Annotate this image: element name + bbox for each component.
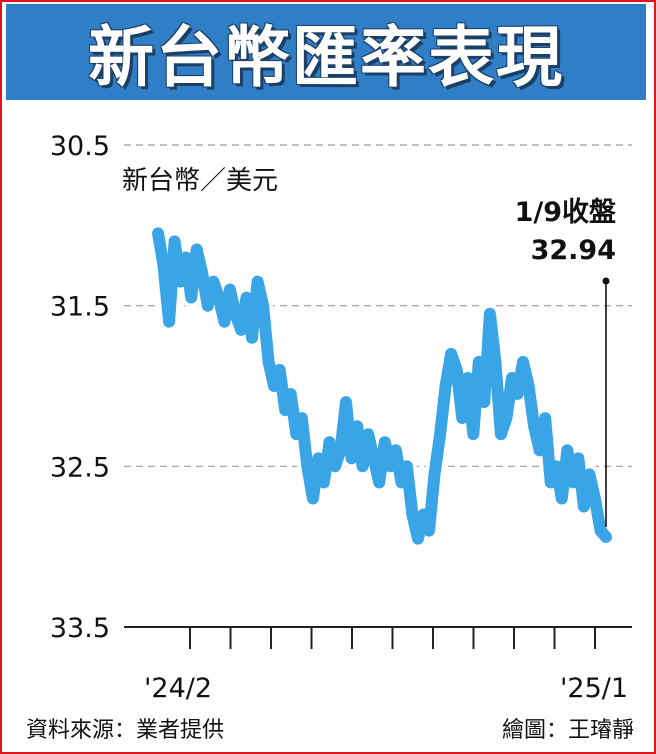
source-note: 資料來源：業者提供 (26, 718, 225, 743)
credit-note: 繪圖：王璿靜 (501, 718, 634, 743)
y-tick-label: 31.5 (50, 292, 110, 323)
x-tick-label: '25/1 (560, 673, 628, 704)
title-banner: 新台幣匯率表現 (6, 4, 646, 100)
x-tick-label: '24/2 (144, 673, 212, 704)
annotation-dot (602, 277, 610, 285)
y-tick-label: 32.5 (50, 452, 110, 483)
annotation-label: 1/9收盤 (515, 197, 617, 228)
y-tick-label: 30.5 (50, 131, 110, 162)
series-line (152, 227, 612, 545)
y-unit-label: 新台幣／美元 (122, 166, 278, 196)
chart-title: 新台幣匯率表現 (88, 19, 564, 96)
annotation-value: 32.94 (531, 235, 616, 266)
y-tick-label: 33.5 (50, 613, 110, 644)
series-line-halo (148, 223, 616, 549)
